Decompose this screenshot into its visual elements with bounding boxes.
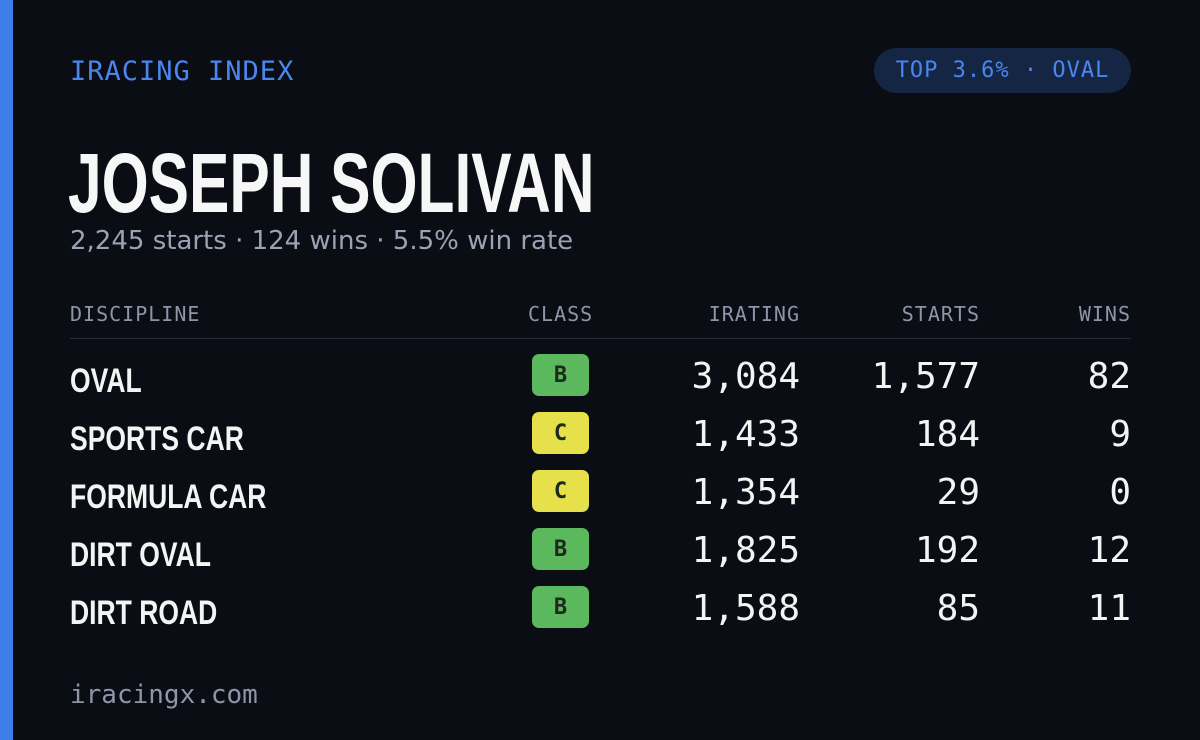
class-badge: B [532,528,589,570]
starts-value: 1,577 [871,356,980,397]
discipline-name: SPORTS CAR [70,420,244,458]
class-badge: C [532,412,589,454]
class-badge: B [532,354,589,396]
table-row: OVAL B 3,084 1,577 82 [70,354,1131,410]
footer-url: iracingx.com [70,680,258,710]
accent-bar [0,0,13,740]
wins-value: 82 [1087,356,1131,397]
column-header-class: CLASS [528,302,594,326]
player-summary: 2,245 starts · 124 wins · 5.5% win rate [70,226,574,256]
rank-badge: TOP 3.6% · OVAL [874,48,1131,93]
discipline-name: DIRT OVAL [70,536,211,574]
column-header-starts: STARTS [901,302,980,326]
irating-value: 1,433 [691,414,800,455]
brand-title: IRACING INDEX [70,56,295,87]
column-header-irating: IRATING [708,302,800,326]
table-row: DIRT OVAL B 1,825 192 12 [70,528,1131,584]
wins-value: 11 [1087,588,1131,629]
player-name: JOSEPH SOLIVAN [68,136,595,230]
starts-value: 85 [936,588,980,629]
table-row: DIRT ROAD B 1,588 85 11 [70,586,1131,642]
wins-value: 9 [1109,414,1131,455]
discipline-name: OVAL [70,362,142,400]
irating-value: 1,588 [691,588,800,629]
irating-value: 1,354 [691,472,800,513]
discipline-name: FORMULA CAR [70,478,267,516]
discipline-name: DIRT ROAD [70,594,218,632]
starts-value: 184 [914,414,980,455]
wins-value: 12 [1087,530,1131,571]
table-header: DISCIPLINE CLASS IRATING STARTS WINS [70,300,1131,339]
column-header-wins: WINS [1078,302,1131,326]
irating-value: 3,084 [691,356,800,397]
class-badge: B [532,586,589,628]
starts-value: 29 [936,472,980,513]
class-badge: C [532,470,589,512]
starts-value: 192 [914,530,980,571]
table-row: FORMULA CAR C 1,354 29 0 [70,470,1131,526]
irating-value: 1,825 [691,530,800,571]
table-row: SPORTS CAR C 1,433 184 9 [70,412,1131,468]
column-header-discipline: DISCIPLINE [70,302,201,326]
wins-value: 0 [1109,472,1131,513]
